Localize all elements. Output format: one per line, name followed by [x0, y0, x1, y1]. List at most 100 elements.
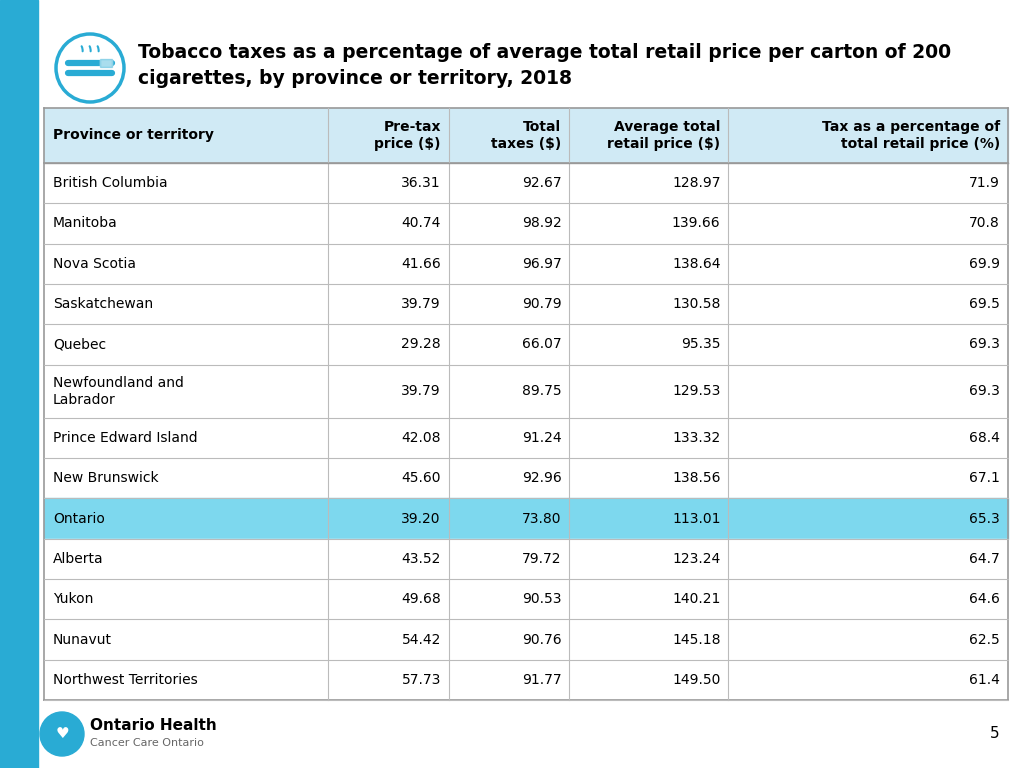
Text: 92.67: 92.67: [522, 176, 561, 190]
Text: 69.9: 69.9: [969, 257, 1000, 271]
Bar: [569, 163, 728, 204]
Bar: [449, 458, 569, 498]
Text: 73.80: 73.80: [522, 511, 561, 525]
Bar: [449, 579, 569, 619]
Text: 62.5: 62.5: [970, 633, 1000, 647]
Bar: [329, 284, 449, 324]
Bar: [329, 243, 449, 284]
Bar: [569, 243, 728, 284]
Bar: [728, 324, 1008, 365]
Text: 69.3: 69.3: [969, 337, 1000, 352]
Bar: [44, 365, 329, 418]
Bar: [329, 324, 449, 365]
Bar: [329, 458, 449, 498]
Text: Yukon: Yukon: [53, 592, 93, 606]
Text: Average total
retail price ($): Average total retail price ($): [607, 120, 721, 151]
Text: 69.3: 69.3: [969, 384, 1000, 398]
Text: 57.73: 57.73: [401, 673, 441, 687]
Text: 39.79: 39.79: [401, 297, 441, 311]
Text: 41.66: 41.66: [401, 257, 441, 271]
Text: 36.31: 36.31: [401, 176, 441, 190]
Bar: [329, 538, 449, 579]
Text: 5: 5: [990, 727, 999, 741]
Bar: [44, 163, 329, 204]
Text: Northwest Territories: Northwest Territories: [53, 673, 198, 687]
Text: Province or territory: Province or territory: [53, 128, 214, 143]
Text: Saskatchewan: Saskatchewan: [53, 297, 154, 311]
Text: 123.24: 123.24: [672, 552, 721, 566]
Bar: [449, 163, 569, 204]
Bar: [728, 284, 1008, 324]
Text: 64.6: 64.6: [969, 592, 1000, 606]
Bar: [449, 284, 569, 324]
Bar: [728, 163, 1008, 204]
Text: 39.20: 39.20: [401, 511, 441, 525]
Bar: [728, 458, 1008, 498]
Text: 70.8: 70.8: [970, 217, 1000, 230]
Text: 49.68: 49.68: [401, 592, 441, 606]
Text: 138.64: 138.64: [672, 257, 721, 271]
Bar: [569, 204, 728, 243]
Bar: [569, 324, 728, 365]
Text: 39.79: 39.79: [401, 384, 441, 398]
Text: 43.52: 43.52: [401, 552, 441, 566]
Text: Ontario: Ontario: [53, 511, 104, 525]
Text: Nova Scotia: Nova Scotia: [53, 257, 136, 271]
Text: 40.74: 40.74: [401, 217, 441, 230]
Text: Manitoba: Manitoba: [53, 217, 118, 230]
Bar: [569, 619, 728, 660]
Bar: [569, 284, 728, 324]
Bar: [44, 498, 329, 538]
Bar: [44, 619, 329, 660]
Bar: [44, 458, 329, 498]
Text: cigarettes, by province or territory, 2018: cigarettes, by province or territory, 20…: [138, 68, 572, 88]
Bar: [449, 498, 569, 538]
Text: 96.97: 96.97: [521, 257, 561, 271]
Bar: [569, 538, 728, 579]
Bar: [449, 538, 569, 579]
Bar: [44, 660, 329, 700]
Bar: [329, 163, 449, 204]
Bar: [728, 204, 1008, 243]
Bar: [449, 243, 569, 284]
Text: 138.56: 138.56: [672, 472, 721, 485]
Text: Ontario Health: Ontario Health: [90, 719, 217, 733]
Bar: [728, 108, 1008, 163]
Text: 98.92: 98.92: [521, 217, 561, 230]
Bar: [449, 660, 569, 700]
Bar: [569, 579, 728, 619]
Text: 140.21: 140.21: [672, 592, 721, 606]
Text: Pre-tax
price ($): Pre-tax price ($): [375, 120, 441, 151]
Text: 64.7: 64.7: [970, 552, 1000, 566]
Bar: [569, 498, 728, 538]
Bar: [728, 498, 1008, 538]
Bar: [44, 284, 329, 324]
Bar: [449, 324, 569, 365]
Text: 79.72: 79.72: [522, 552, 561, 566]
Text: 129.53: 129.53: [672, 384, 721, 398]
Text: 69.5: 69.5: [969, 297, 1000, 311]
Text: 90.79: 90.79: [522, 297, 561, 311]
Bar: [329, 365, 449, 418]
Text: 54.42: 54.42: [401, 633, 441, 647]
Text: 42.08: 42.08: [401, 431, 441, 445]
Bar: [728, 579, 1008, 619]
Text: 133.32: 133.32: [672, 431, 721, 445]
Text: 91.24: 91.24: [522, 431, 561, 445]
Bar: [569, 108, 728, 163]
Bar: [728, 243, 1008, 284]
Text: 90.53: 90.53: [522, 592, 561, 606]
Bar: [569, 458, 728, 498]
Text: 71.9: 71.9: [969, 176, 1000, 190]
Bar: [728, 660, 1008, 700]
Text: 149.50: 149.50: [672, 673, 721, 687]
Bar: [100, 59, 112, 67]
Text: 65.3: 65.3: [970, 511, 1000, 525]
Text: Newfoundland and
Labrador: Newfoundland and Labrador: [53, 376, 184, 407]
Text: 29.28: 29.28: [401, 337, 441, 352]
Text: 92.96: 92.96: [521, 472, 561, 485]
Bar: [329, 204, 449, 243]
Bar: [449, 108, 569, 163]
Text: 128.97: 128.97: [672, 176, 721, 190]
Circle shape: [56, 34, 124, 102]
